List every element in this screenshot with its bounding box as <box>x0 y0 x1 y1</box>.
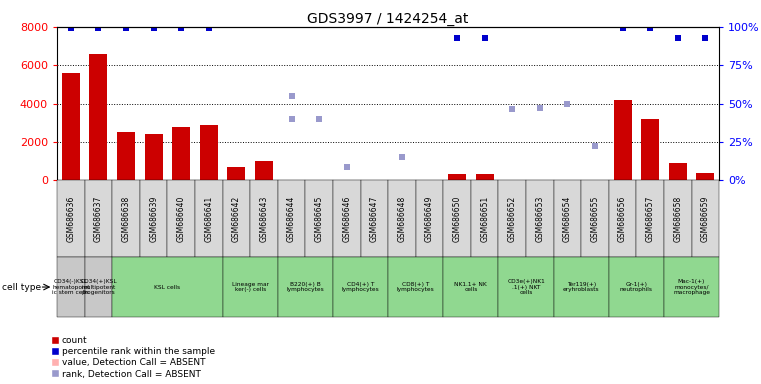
Text: GSM686646: GSM686646 <box>342 196 352 242</box>
Text: GSM686637: GSM686637 <box>94 196 103 242</box>
Text: CD3e(+)NK1
.1(+) NKT
cells: CD3e(+)NK1 .1(+) NKT cells <box>507 279 545 295</box>
Text: Mac-1(+)
monocytes/
macrophage: Mac-1(+) monocytes/ macrophage <box>673 279 710 295</box>
Text: GSM686653: GSM686653 <box>535 196 544 242</box>
Text: GSM686645: GSM686645 <box>314 196 323 242</box>
Text: GSM686658: GSM686658 <box>673 196 683 242</box>
Legend: count, percentile rank within the sample, value, Detection Call = ABSENT, rank, : count, percentile rank within the sample… <box>50 335 216 379</box>
Text: GSM686648: GSM686648 <box>397 196 406 242</box>
Bar <box>90 54 107 180</box>
Text: GSM686652: GSM686652 <box>508 196 517 242</box>
Bar <box>476 174 494 180</box>
Text: GSM686643: GSM686643 <box>260 196 269 242</box>
Bar <box>228 167 245 180</box>
Text: GSM686638: GSM686638 <box>122 196 131 242</box>
Text: cell type: cell type <box>2 283 40 291</box>
Text: CD34(-)KSL
hematopoiet
ic stem cells: CD34(-)KSL hematopoiet ic stem cells <box>52 279 90 295</box>
Text: GSM686656: GSM686656 <box>618 196 627 242</box>
Text: GSM686639: GSM686639 <box>149 196 158 242</box>
Text: B220(+) B
lymphocytes: B220(+) B lymphocytes <box>286 281 324 293</box>
Text: GSM686649: GSM686649 <box>425 196 434 242</box>
Bar <box>448 174 466 180</box>
Text: CD8(+) T
lymphocytes: CD8(+) T lymphocytes <box>396 281 435 293</box>
Text: GSM686657: GSM686657 <box>645 196 654 242</box>
Bar <box>669 163 686 180</box>
Text: GSM686647: GSM686647 <box>370 196 379 242</box>
Text: GSM686636: GSM686636 <box>66 196 75 242</box>
Bar <box>642 119 659 180</box>
Title: GDS3997 / 1424254_at: GDS3997 / 1424254_at <box>307 12 469 26</box>
Text: GSM686650: GSM686650 <box>453 196 462 242</box>
Bar <box>172 127 190 180</box>
Bar <box>613 100 632 180</box>
Bar <box>117 132 135 180</box>
Text: Gr-1(+)
neutrophils: Gr-1(+) neutrophils <box>620 281 653 293</box>
Text: CD34(+)KSL
multipotent
progenitors: CD34(+)KSL multipotent progenitors <box>80 279 116 295</box>
Text: Ter119(+)
eryhroblasts: Ter119(+) eryhroblasts <box>563 281 600 293</box>
Bar <box>62 73 80 180</box>
Bar <box>145 134 163 180</box>
Text: NK1.1+ NK
cells: NK1.1+ NK cells <box>454 281 487 293</box>
Text: GSM686641: GSM686641 <box>204 196 213 242</box>
Bar <box>255 161 273 180</box>
Text: GSM686655: GSM686655 <box>591 196 600 242</box>
Text: GSM686640: GSM686640 <box>177 196 186 242</box>
Text: GSM686659: GSM686659 <box>701 196 710 242</box>
Text: GSM686654: GSM686654 <box>563 196 572 242</box>
Text: Lineage mar
ker(-) cells: Lineage mar ker(-) cells <box>231 281 269 293</box>
Text: KSL cells: KSL cells <box>154 285 180 290</box>
Text: CD4(+) T
lymphocytes: CD4(+) T lymphocytes <box>342 281 380 293</box>
Text: GSM686642: GSM686642 <box>232 196 241 242</box>
Bar <box>696 173 715 180</box>
Bar <box>200 125 218 180</box>
Text: GSM686651: GSM686651 <box>480 196 489 242</box>
Text: GSM686644: GSM686644 <box>287 196 296 242</box>
